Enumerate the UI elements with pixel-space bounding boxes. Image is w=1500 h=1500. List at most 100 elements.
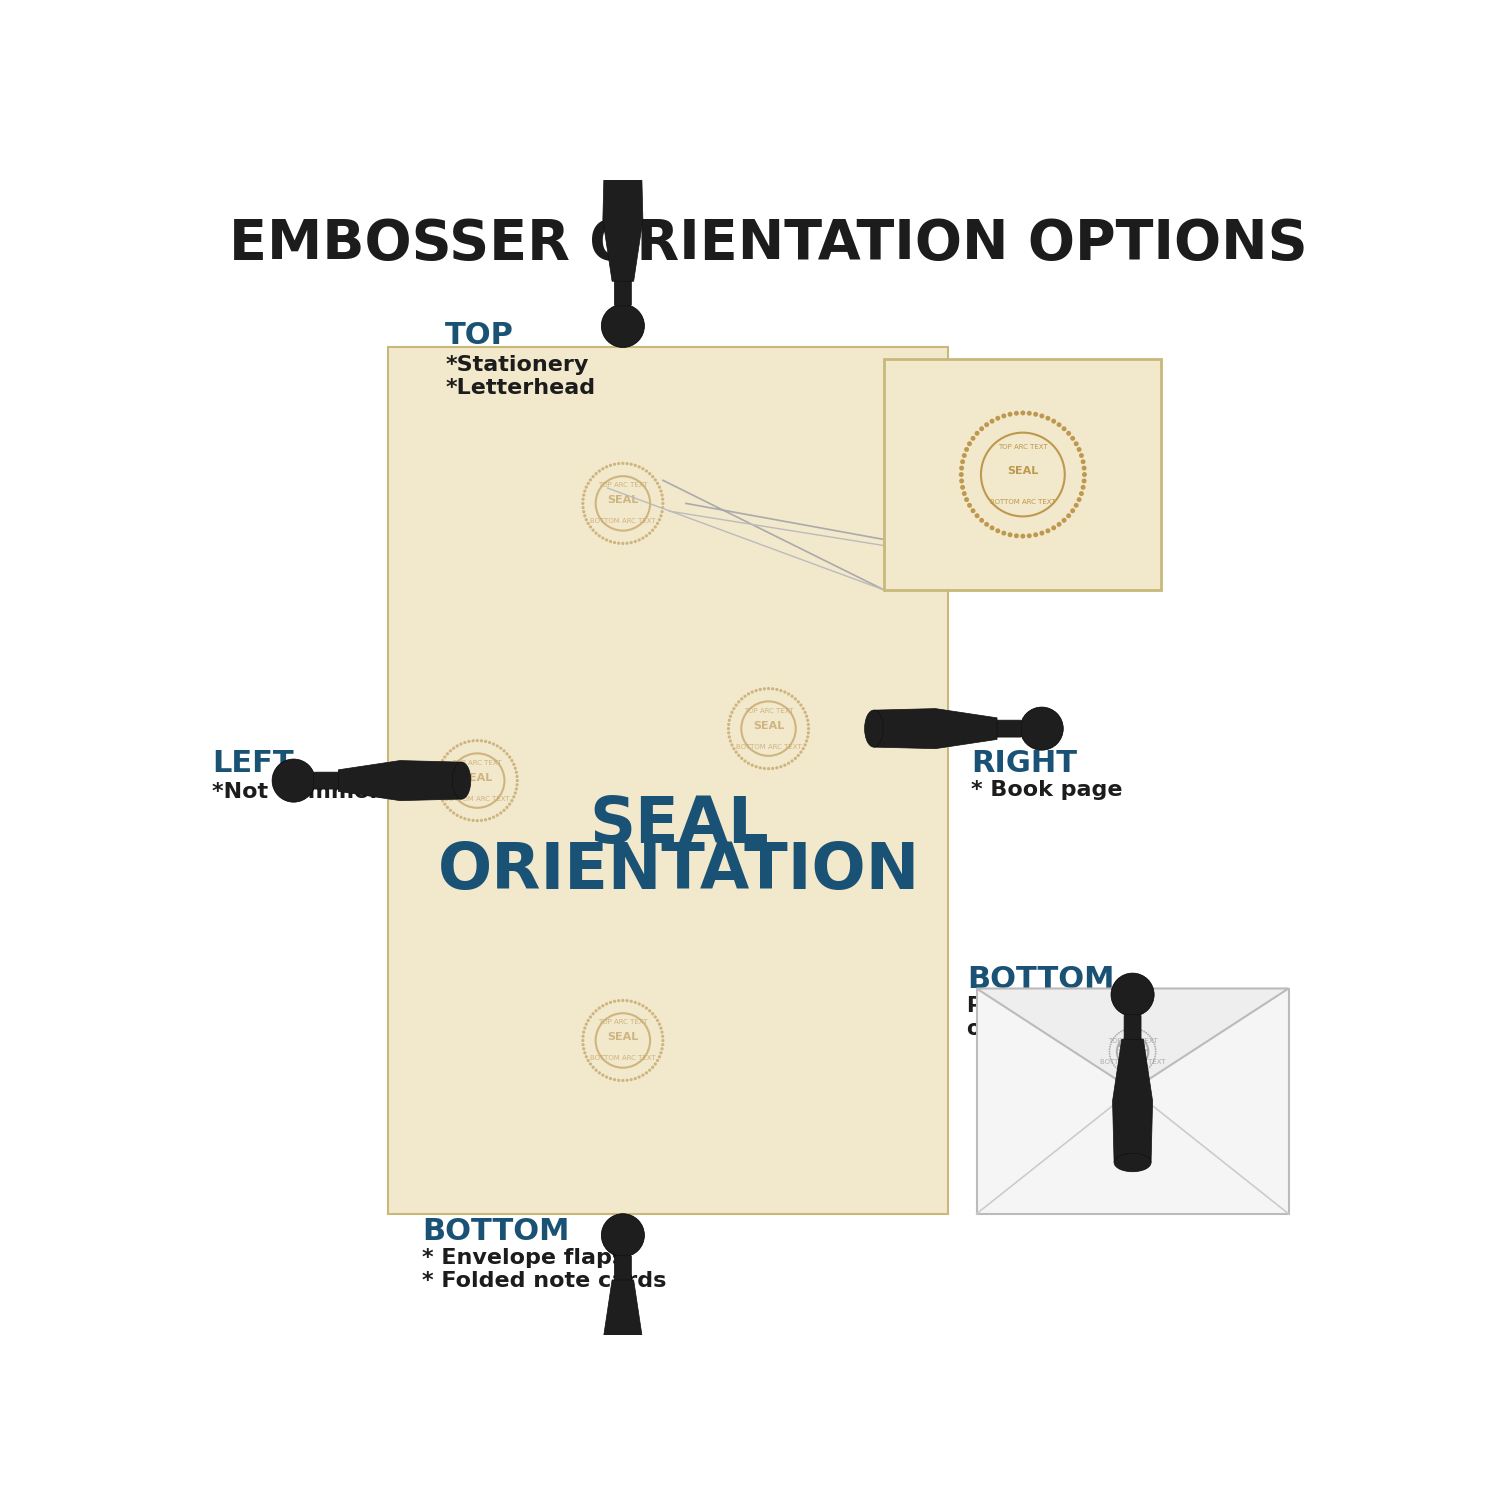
Polygon shape [603,1280,644,1402]
Circle shape [807,728,810,730]
Circle shape [783,764,786,766]
Circle shape [510,800,513,802]
Circle shape [1116,1068,1118,1070]
Circle shape [272,759,315,802]
Text: BOTTOM ARC TEXT: BOTTOM ARC TEXT [990,500,1056,506]
Circle shape [1074,503,1078,509]
Text: BOTTOM ARC TEXT: BOTTOM ARC TEXT [1100,1059,1166,1065]
Circle shape [586,1019,590,1022]
Circle shape [662,506,664,509]
Circle shape [1028,411,1032,416]
FancyBboxPatch shape [996,720,1022,736]
Circle shape [766,687,770,690]
Circle shape [1152,1062,1154,1064]
Text: Perfect for envelope flaps: Perfect for envelope flaps [968,996,1274,1016]
Circle shape [660,1030,663,1033]
Circle shape [807,730,810,735]
Circle shape [806,714,808,718]
Circle shape [585,518,588,522]
Circle shape [1108,1056,1112,1058]
Circle shape [729,740,732,742]
Circle shape [1052,525,1056,531]
Circle shape [771,766,774,770]
Circle shape [728,718,730,722]
Circle shape [1113,1064,1114,1066]
Circle shape [1114,1066,1116,1068]
Circle shape [783,690,786,693]
Circle shape [747,762,750,765]
Circle shape [1020,534,1026,538]
Circle shape [633,1000,638,1004]
Circle shape [591,528,594,532]
Circle shape [796,700,800,703]
Circle shape [970,436,975,441]
Circle shape [459,742,462,746]
Circle shape [597,470,602,472]
Circle shape [604,1002,608,1005]
Circle shape [660,510,663,513]
Circle shape [582,1030,585,1033]
Circle shape [638,538,640,542]
Circle shape [594,1068,597,1072]
Circle shape [1125,1029,1126,1030]
Circle shape [616,999,621,1002]
Text: SEAL: SEAL [1118,1044,1148,1053]
Circle shape [1155,1050,1156,1053]
Circle shape [436,788,439,790]
Circle shape [736,700,741,703]
Circle shape [1149,1035,1150,1036]
Circle shape [1108,1050,1110,1053]
Circle shape [1143,1030,1144,1032]
Circle shape [602,304,645,348]
Circle shape [1137,1072,1138,1076]
Circle shape [1113,1036,1114,1040]
Circle shape [626,1078,628,1082]
Circle shape [468,740,471,742]
Circle shape [1110,1044,1112,1046]
Circle shape [503,808,506,812]
Circle shape [1056,422,1062,428]
Text: RIGHT: RIGHT [970,748,1077,778]
FancyBboxPatch shape [387,348,948,1214]
Circle shape [435,778,439,782]
Circle shape [1126,1028,1128,1030]
Circle shape [597,1007,602,1010]
Circle shape [1014,534,1019,538]
Circle shape [594,472,597,476]
Circle shape [456,813,459,818]
Circle shape [801,747,806,750]
Circle shape [1114,1035,1116,1036]
Circle shape [1152,1040,1154,1041]
Text: EMBOSSER ORIENTATION OPTIONS: EMBOSSER ORIENTATION OPTIONS [230,216,1308,270]
Polygon shape [339,760,462,801]
Circle shape [958,465,964,471]
Circle shape [776,688,778,692]
Circle shape [800,704,802,706]
Circle shape [440,762,442,766]
Circle shape [1112,974,1154,1016]
Circle shape [1130,1028,1131,1029]
Circle shape [645,1007,648,1010]
Text: or bottom of page seals: or bottom of page seals [968,1019,1248,1040]
Circle shape [597,1071,602,1074]
Circle shape [1154,1056,1156,1058]
Circle shape [638,465,640,468]
Circle shape [732,747,735,750]
Circle shape [654,478,657,482]
Circle shape [590,525,592,528]
Circle shape [506,806,509,808]
Circle shape [586,522,590,525]
Circle shape [495,744,500,747]
Circle shape [513,766,517,770]
Circle shape [476,740,478,742]
Circle shape [642,537,645,540]
Circle shape [662,1042,664,1047]
Circle shape [984,522,988,526]
Circle shape [495,813,500,818]
Circle shape [436,771,439,774]
Circle shape [1028,534,1032,538]
Circle shape [586,482,590,484]
Circle shape [1008,532,1013,537]
Circle shape [626,542,628,544]
Text: *Not Common: *Not Common [211,782,386,802]
